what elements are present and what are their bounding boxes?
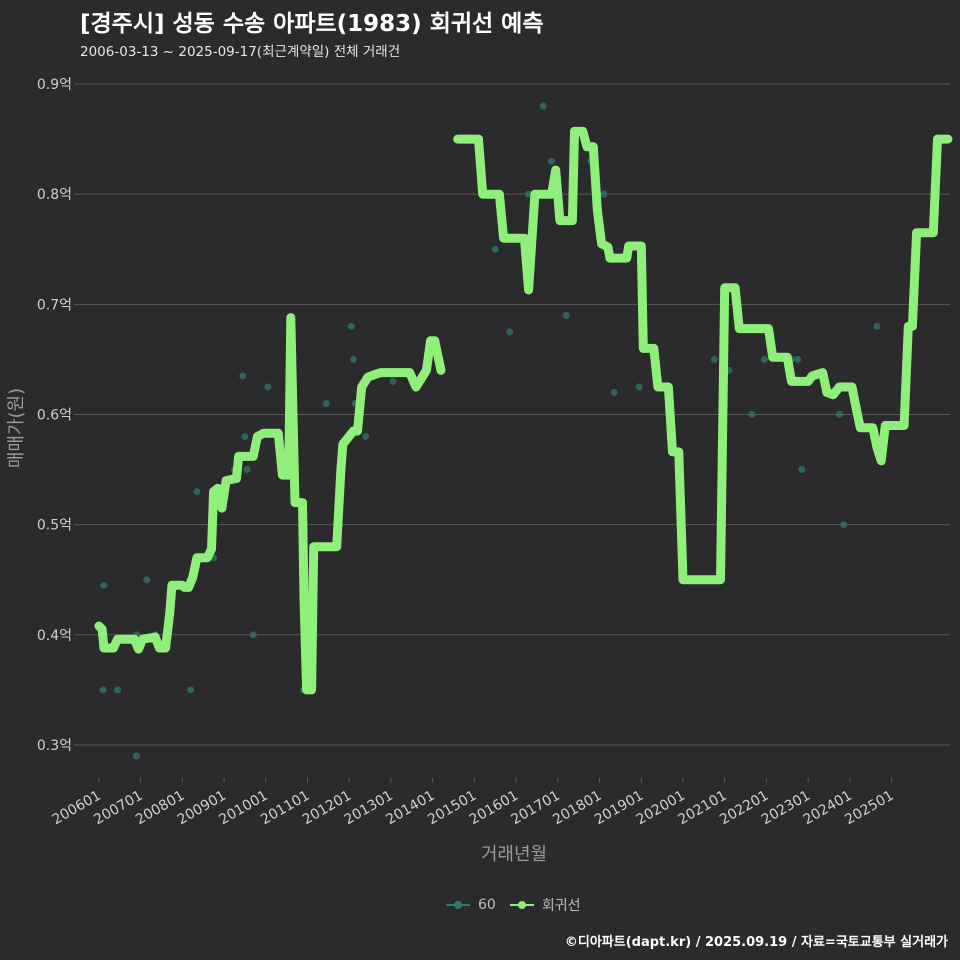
scatter-point — [873, 322, 881, 330]
chart-subtitle: 2006-03-13 ~ 2025-09-17(최근계약일) 전체 거래건 — [80, 44, 401, 60]
scatter-point — [362, 433, 370, 441]
regression-lines — [94, 126, 953, 695]
scatter-point — [760, 355, 768, 363]
scatter-points — [99, 102, 881, 760]
legend-item-60: 60 — [446, 897, 496, 913]
scatter-point — [249, 631, 257, 639]
scatter-point — [389, 377, 397, 385]
y-tick-label: 0.7억 — [37, 297, 72, 313]
y-tick-label: 0.8억 — [37, 187, 72, 203]
scatter-point — [794, 355, 802, 363]
scatter-point — [491, 245, 499, 253]
scatter-point — [610, 388, 618, 396]
scatter-point — [349, 355, 357, 363]
legend-label-regression: 회귀선 — [541, 898, 581, 914]
regression-line — [453, 126, 953, 585]
scatter-point — [239, 372, 247, 380]
scatter-point — [132, 752, 140, 760]
x-axis-ticks: 2006012007012008012009012010012011012012… — [50, 778, 897, 828]
legend-key-regression — [509, 897, 534, 913]
legend-key-60 — [446, 897, 470, 913]
scatter-point — [562, 311, 570, 319]
x-tick-label: 202501 — [842, 788, 896, 829]
y-tick-label: 0.5억 — [37, 518, 72, 534]
legend: 60 회귀선 — [446, 895, 580, 915]
scatter-point — [322, 399, 330, 407]
scatter-point — [835, 410, 843, 418]
scatter-point — [798, 466, 806, 474]
y-axis-title: 매매가(원) — [6, 388, 27, 468]
scatter-point — [99, 686, 107, 694]
chart-title: [경주시] 성동 수송 아파트(1983) 회귀선 예측 — [80, 11, 544, 37]
scatter-point — [264, 383, 272, 391]
y-tick-label: 0.9억 — [37, 77, 72, 93]
legend-item-regression: 회귀선 — [509, 895, 581, 915]
y-axis-ticks: 0.3억 0.4억 0.5억 0.6억 0.7억 0.8억 0.9억 — [37, 77, 78, 754]
scatter-point — [187, 686, 195, 694]
x-axis-title: 거래년월 — [481, 844, 547, 865]
scatter-point — [748, 410, 756, 418]
legend-label-60: 60 — [478, 897, 496, 913]
y-tick-label: 0.3억 — [37, 738, 72, 754]
scatter-point — [347, 322, 355, 330]
scatter-point — [100, 581, 108, 589]
y-tick-label: 0.6억 — [37, 407, 72, 423]
scatter-point — [243, 466, 251, 474]
footer-credit: ©디아파트(dapt.kr) / 2025.09.19 / 자료=국토교통부 실… — [564, 935, 948, 950]
scatter-point — [114, 686, 122, 694]
scatter-point — [143, 576, 151, 584]
scatter-point — [710, 355, 718, 363]
scatter-point — [635, 383, 643, 391]
scatter-point — [840, 521, 848, 529]
scatter-point — [241, 433, 249, 441]
scatter-point — [548, 157, 556, 165]
regression-line — [94, 313, 446, 695]
scatter-point — [600, 190, 608, 198]
scatter-point — [193, 488, 201, 496]
scatter-point — [506, 328, 514, 336]
grid-lines — [78, 83, 950, 746]
scatter-point — [539, 102, 547, 110]
y-tick-label: 0.4억 — [37, 628, 72, 644]
